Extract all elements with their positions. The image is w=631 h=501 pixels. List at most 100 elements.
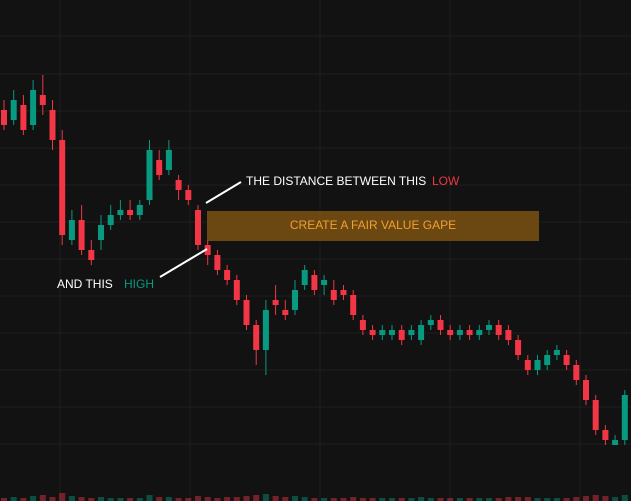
volume-bar <box>272 496 279 501</box>
candle-body <box>486 325 492 330</box>
volume-bar <box>127 498 134 501</box>
volume-bar <box>301 497 308 501</box>
candle-body <box>553 350 560 355</box>
candle-body <box>398 330 405 340</box>
candle-body <box>136 205 143 215</box>
volume-bar <box>292 496 298 501</box>
volume-bar <box>379 498 386 501</box>
candle-body <box>389 330 395 335</box>
candle-body <box>146 150 153 200</box>
box-label: CREATE A FAIR VALUE GAPE <box>290 218 456 232</box>
volume-bar <box>214 498 221 501</box>
candle-body <box>20 105 27 130</box>
candle-body <box>437 320 444 330</box>
candle-body <box>78 220 85 250</box>
volume-bar <box>117 498 124 501</box>
volume-bar <box>447 498 454 501</box>
candle-body <box>379 330 386 335</box>
candle-body <box>612 440 619 445</box>
volume-bar <box>583 496 589 501</box>
volume-layer <box>1 493 628 501</box>
candle-body <box>224 270 231 280</box>
candle-body <box>10 100 17 120</box>
candle-body <box>447 330 454 335</box>
candle-body <box>185 190 192 200</box>
volume-bar <box>427 498 434 501</box>
volume-bar <box>437 498 444 501</box>
annotation-text: AND THIS <box>57 277 113 291</box>
candle-body <box>156 160 163 175</box>
volume-bar <box>146 495 153 501</box>
candle-body <box>476 330 483 335</box>
volume-bar <box>39 495 46 501</box>
volume-bar <box>563 498 570 501</box>
volume-bar <box>156 497 163 501</box>
candle-body <box>253 325 260 350</box>
volume-bar <box>330 498 337 501</box>
volume-bar <box>30 496 37 501</box>
volume-bar <box>389 498 395 501</box>
candle-body <box>1 110 7 125</box>
candle-body <box>165 150 172 170</box>
fair-value-gap-box <box>207 211 539 241</box>
candle-body <box>621 395 628 440</box>
candle-body <box>534 360 541 370</box>
volume-bar <box>369 498 376 501</box>
volume-bar <box>195 496 201 501</box>
volume-bar <box>49 497 56 501</box>
volume-bar <box>495 498 502 501</box>
volume-bar <box>262 494 269 501</box>
volume-bar <box>243 496 250 501</box>
candle-body <box>505 330 512 340</box>
candle-body <box>272 300 279 305</box>
candle-body <box>262 310 269 350</box>
candle-body <box>107 215 114 225</box>
volume-bar <box>88 498 95 501</box>
volume-bar <box>534 498 541 501</box>
candle-body <box>427 320 434 325</box>
volume-bar <box>398 498 405 501</box>
candle-body <box>30 90 37 125</box>
volume-bar <box>621 495 628 501</box>
candle-body <box>583 380 589 400</box>
volume-bar <box>107 498 114 501</box>
candle-body <box>563 355 570 365</box>
candle-body <box>39 95 46 105</box>
volume-bar <box>592 495 599 501</box>
volume-bar <box>340 498 347 501</box>
volume-bar <box>233 497 240 501</box>
volume-bar <box>466 498 473 501</box>
volume-bar <box>524 497 531 501</box>
volume-bar <box>418 497 425 501</box>
volume-bar <box>59 493 66 501</box>
candle-body <box>127 210 134 215</box>
volume-bar <box>20 498 27 501</box>
volume-bar <box>486 498 492 501</box>
annotation-word: LOW <box>432 174 460 188</box>
annotation-text: THE DISTANCE BETWEEN THIS <box>246 174 426 188</box>
candle-body <box>359 320 366 330</box>
candle-body <box>311 275 318 290</box>
candle-body <box>515 340 522 355</box>
candle-body <box>175 180 182 190</box>
candle-body <box>418 325 425 340</box>
volume-bar <box>165 497 172 501</box>
candle-body <box>592 400 599 430</box>
candle-body <box>88 250 95 260</box>
volume-bar <box>98 497 104 501</box>
volume-bar <box>253 495 260 501</box>
candle-body <box>340 290 347 295</box>
candle-body <box>602 430 609 440</box>
volume-bar <box>321 498 328 501</box>
candle-body <box>408 330 415 335</box>
volume-bar <box>282 497 289 501</box>
candle-layer <box>1 75 628 445</box>
volume-bar <box>175 498 182 501</box>
volume-bar <box>350 497 357 501</box>
volume-bar <box>456 498 463 501</box>
candle-body <box>68 220 75 240</box>
arrow-line <box>205 181 242 204</box>
volume-bar <box>602 496 609 501</box>
